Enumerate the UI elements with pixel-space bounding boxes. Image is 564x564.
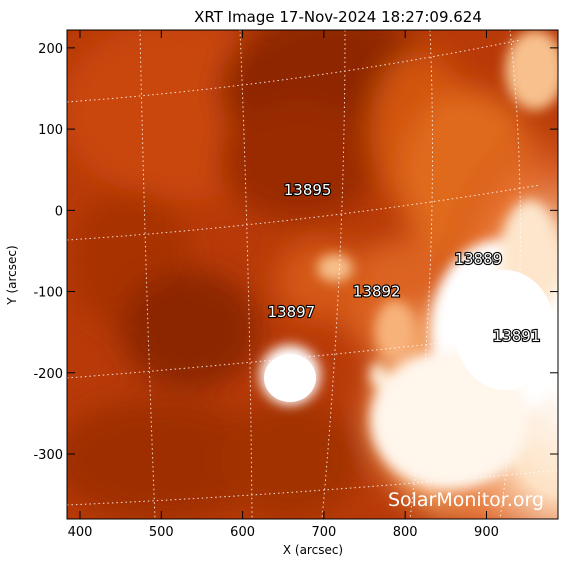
x-tick-label: 800 (393, 525, 418, 540)
y-tick-label: -300 (33, 448, 63, 463)
y-axis-label: Y (arcsec) (5, 245, 19, 305)
active-region-label: 13889 (454, 250, 502, 268)
y-tick-label: 200 (38, 42, 63, 57)
tick-marks (67, 30, 558, 519)
active-region-label: 13892 (353, 283, 401, 301)
coordinate-grid (67, 30, 558, 519)
active-region-label: 13891 (493, 327, 541, 345)
x-axis-label: X (arcsec) (283, 543, 343, 557)
x-tick-label: 700 (311, 525, 336, 540)
y-tick-labels: 200 100 0 -100 -200 -300 (33, 42, 63, 463)
x-tick-label: 600 (230, 525, 255, 540)
x-tick-label: 500 (149, 525, 174, 540)
solarmonitor-watermark: SolarMonitor.org (388, 489, 544, 511)
y-tick-label: -200 (33, 367, 63, 382)
y-tick-label: 100 (38, 123, 63, 138)
y-tick-label: 0 (55, 204, 63, 219)
solar-image (67, 30, 558, 519)
x-tick-labels: 400 500 600 700 800 900 (68, 525, 499, 540)
figure-title: XRT Image 17-Nov-2024 18:27:09.624 (194, 8, 482, 26)
x-tick-label: 900 (474, 525, 499, 540)
active-region-label: 13895 (284, 181, 332, 199)
active-region-label: 13897 (268, 303, 316, 321)
plot-frame (66, 29, 559, 520)
region-labels: 13895 13889 13892 13897 13891 (266, 180, 541, 346)
x-tick-label: 400 (68, 525, 93, 540)
y-tick-label: -100 (33, 286, 63, 301)
